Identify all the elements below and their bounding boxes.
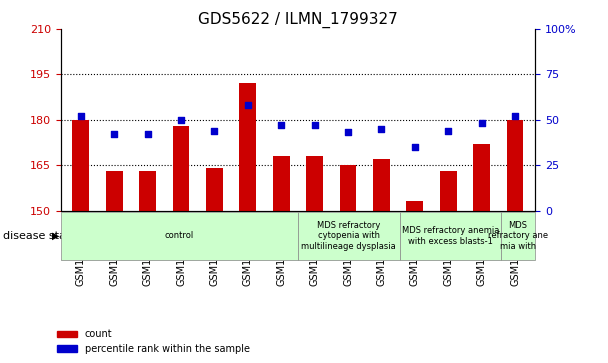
Text: disease state: disease state [3,231,77,241]
Point [343,130,353,135]
Point [510,113,520,119]
Bar [407,201,423,211]
Bar [506,120,523,211]
Bar [139,171,156,211]
Point [309,122,319,128]
Text: MDS
refractory ane
mia with: MDS refractory ane mia with [488,221,548,251]
Legend: count, percentile rank within the sample: count, percentile rank within the sample [54,326,254,358]
Bar [340,165,356,211]
Point [143,131,153,137]
Text: MDS refractory
cytopenia with
multilineage dysplasia: MDS refractory cytopenia with multilinea… [302,221,396,251]
Bar [240,83,256,211]
Point [243,102,253,108]
Point [277,122,286,128]
Point [443,128,453,134]
Bar [106,171,123,211]
Bar [273,156,289,211]
Point [176,117,186,123]
Text: ▶: ▶ [52,231,59,241]
Text: MDS refractory anemia
with excess blasts-1: MDS refractory anemia with excess blasts… [402,226,499,246]
Point [477,121,486,126]
Bar [173,126,189,211]
Bar [72,120,89,211]
Point [210,128,219,134]
Point [109,131,119,137]
Text: control: control [165,232,194,240]
Point [76,113,86,119]
Bar [473,144,490,211]
Point [376,126,386,132]
Bar [373,159,390,211]
Bar [306,156,323,211]
Bar [206,168,223,211]
Bar [440,171,457,211]
Point [410,144,420,150]
Title: GDS5622 / ILMN_1799327: GDS5622 / ILMN_1799327 [198,12,398,28]
